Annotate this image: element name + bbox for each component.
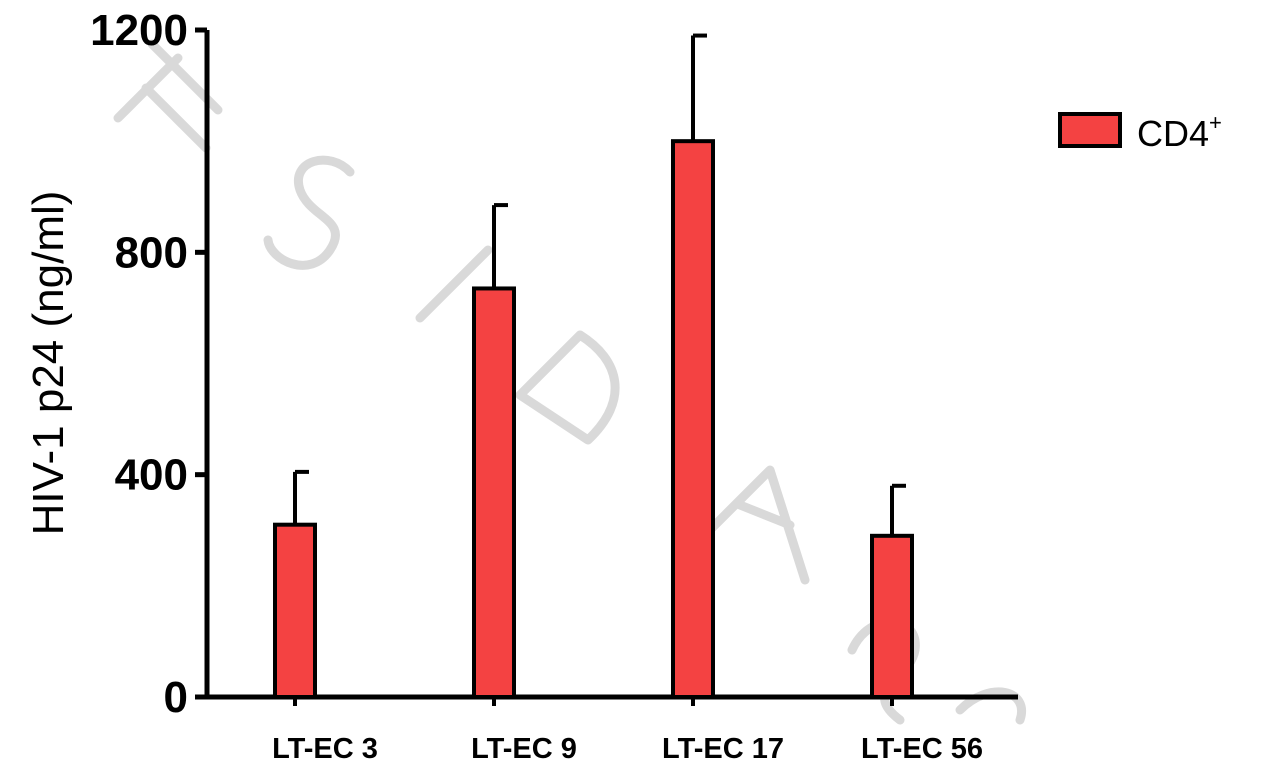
bars [273, 33, 914, 700]
legend-swatch [1058, 112, 1122, 148]
bar [472, 286, 516, 699]
x-tick-label: LT-EC 9 [471, 733, 577, 765]
x-ticks: LT-EC 3 LT-EC 9 LT-EC 17 LT-EC 56 [272, 697, 983, 765]
y-axis-title: HIV-1 p24 (ng/ml) [24, 191, 73, 536]
bar [671, 139, 715, 699]
y-tick-label: 400 [115, 451, 188, 500]
x-tick-label: LT-EC 56 [861, 733, 983, 765]
x-tick-label: LT-EC 17 [662, 733, 784, 765]
bar [273, 522, 317, 699]
x-tick-label: LT-EC 3 [272, 733, 378, 765]
y-tick-label: 1200 [90, 6, 188, 55]
legend-label: CD4+ [1137, 110, 1222, 154]
y-tick-label: 0 [164, 673, 188, 722]
legend: CD4+ [1058, 110, 1222, 154]
bar [870, 533, 914, 700]
y-ticks: 0 400 800 1200 [90, 6, 207, 722]
y-tick-label: 800 [115, 228, 188, 277]
